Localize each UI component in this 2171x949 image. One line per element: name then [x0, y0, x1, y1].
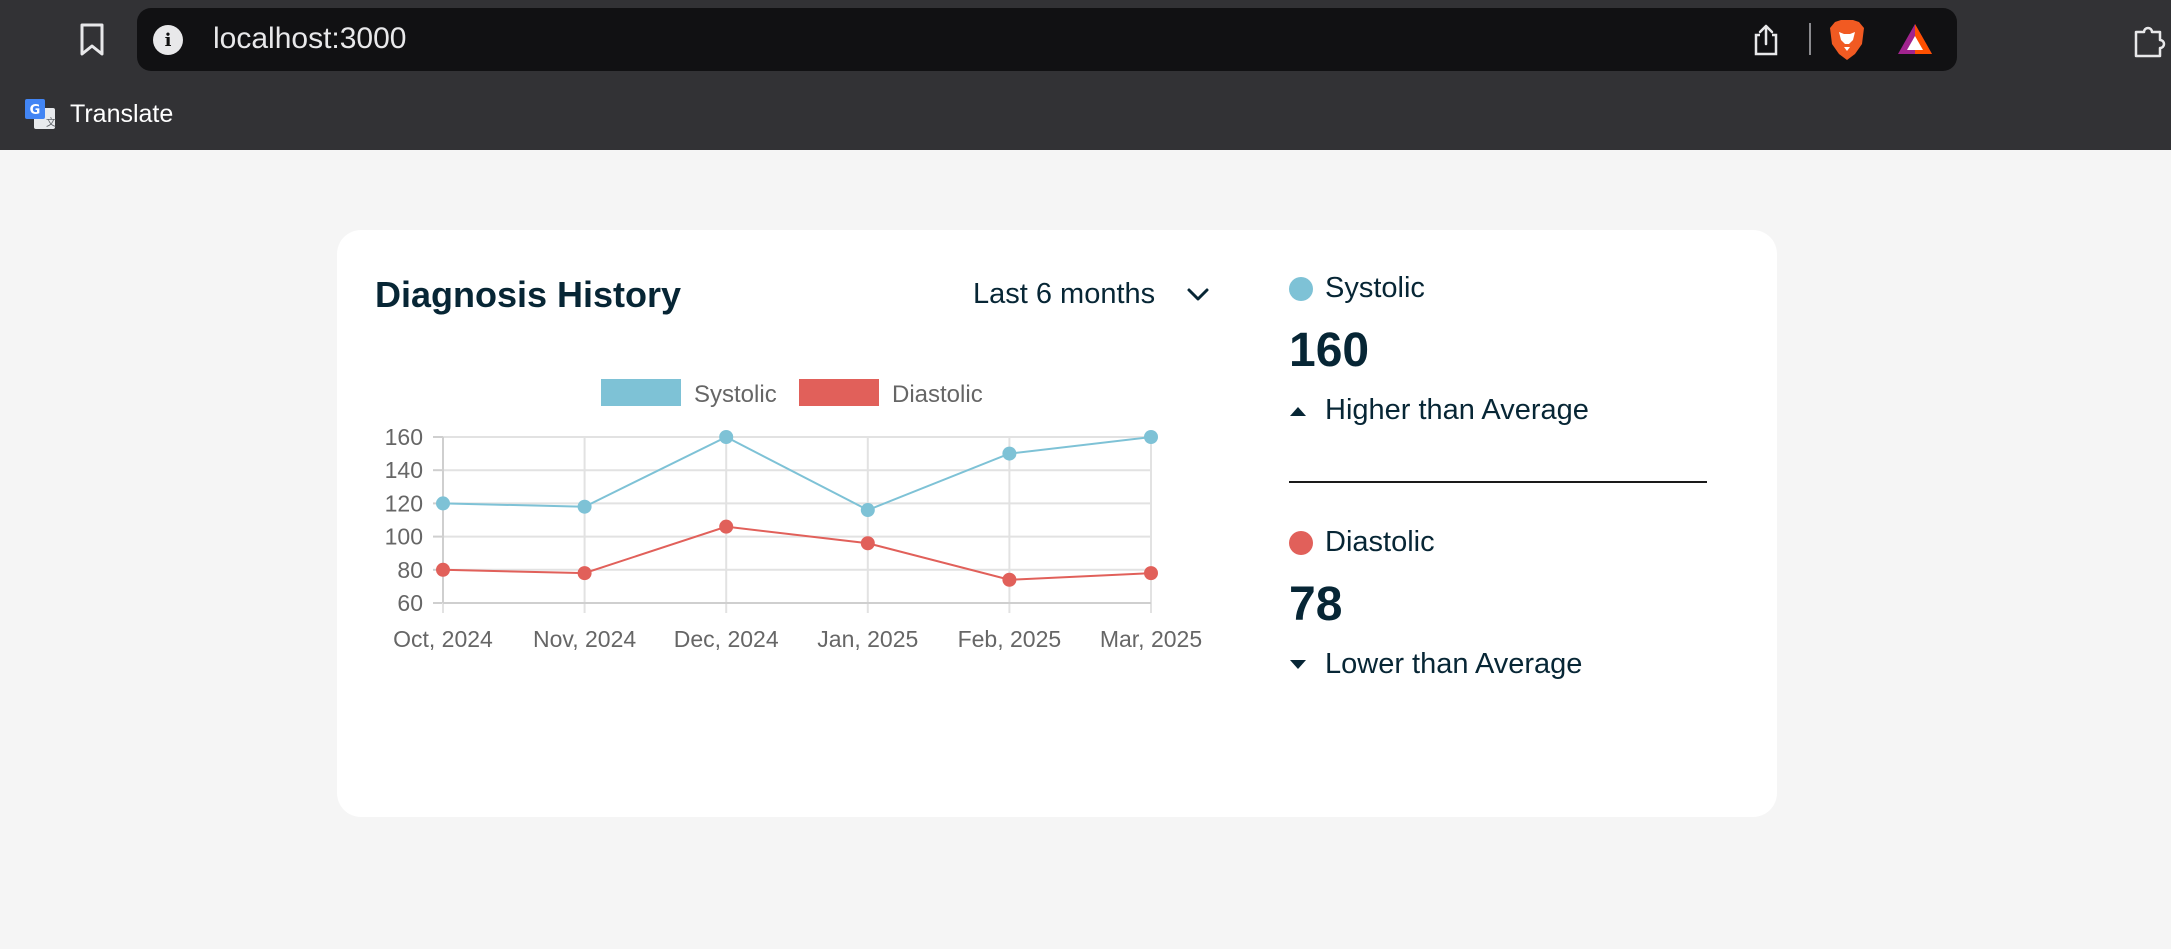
site-info-icon[interactable]: i	[153, 25, 183, 55]
brave-rewards-icon[interactable]	[1895, 20, 1935, 60]
extensions-icon[interactable]	[2130, 20, 2170, 60]
bookmark-label: Translate	[70, 99, 174, 128]
data-point-systolic	[1002, 446, 1017, 461]
time-range-select[interactable]: Last 6 months	[973, 278, 1211, 311]
share-icon[interactable]	[1749, 23, 1783, 57]
data-point-diastolic	[1002, 572, 1017, 587]
svg-text:文: 文	[46, 116, 56, 129]
systolic-dot	[1289, 276, 1313, 301]
data-point-diastolic	[577, 566, 592, 581]
x-tick-label: Nov, 2024	[533, 626, 636, 652]
x-tick-label: Dec, 2024	[674, 626, 779, 652]
systolic-label: Systolic	[1325, 272, 1425, 304]
y-tick-label: 80	[397, 557, 423, 583]
systolic-value: 160	[1289, 324, 1370, 377]
series-line-diastolic	[442, 525, 1152, 581]
url-text[interactable]: localhost:3000	[213, 22, 407, 55]
address-bar[interactable]: i localhost:3000	[137, 8, 1957, 71]
y-tick-label: 160	[385, 424, 423, 450]
bookmark-icon[interactable]	[72, 20, 112, 60]
diastolic-trend: Lower than Average	[1325, 648, 1583, 680]
data-point-systolic	[860, 503, 875, 518]
diastolic-label: Diastolic	[1325, 526, 1435, 558]
arrow-up-icon	[1290, 406, 1306, 416]
svg-text:G: G	[30, 103, 41, 118]
data-point-diastolic	[1144, 566, 1158, 581]
chevron-down-icon	[1187, 288, 1209, 300]
data-point-systolic	[1144, 430, 1158, 444]
series-line-systolic	[442, 435, 1152, 512]
card-title: Diagnosis History	[375, 274, 682, 315]
blood-pressure-chart: 60 80 100 120 140 160 Oct, 2024 Nov, 2024 Dec, 2…	[385, 379, 1202, 652]
diastolic-dot	[1289, 530, 1313, 555]
legend-label: Diastolic	[892, 381, 983, 408]
stat-divider	[1289, 481, 1707, 483]
x-tick-label: Feb, 2025	[958, 626, 1062, 652]
diagnosis-history-card: Diagnosis History Last 6 months 60 80 100 1…	[337, 230, 1777, 817]
legend-label: Systolic	[694, 381, 777, 408]
data-point-systolic	[719, 430, 734, 444]
y-tick-label: 140	[385, 457, 423, 483]
y-tick-label: 60	[397, 590, 423, 616]
time-range-label: Last 6 months	[973, 278, 1156, 310]
diastolic-stat: Diastolic 78 Lower than Average	[1289, 526, 1709, 681]
y-tick-label: 100	[385, 524, 423, 550]
legend-swatch	[601, 379, 681, 406]
data-point-systolic	[577, 499, 592, 514]
systolic-stat: Systolic 160 Higher than Average	[1289, 272, 1709, 427]
x-tick-label: Jan, 2025	[817, 626, 918, 652]
x-tick-label: Mar, 2025	[1100, 626, 1202, 652]
arrow-down-icon	[1290, 659, 1306, 669]
url-separator	[1809, 23, 1811, 55]
x-tick-label: Oct, 2024	[393, 626, 493, 652]
data-point-systolic	[436, 496, 450, 511]
data-point-diastolic	[436, 562, 450, 577]
systolic-trend: Higher than Average	[1325, 394, 1589, 426]
data-point-diastolic	[719, 519, 734, 534]
diastolic-value: 78	[1289, 578, 1343, 631]
brave-shields-icon[interactable]	[1827, 18, 1867, 62]
y-tick-label: 120	[385, 490, 423, 516]
data-point-diastolic	[860, 536, 875, 551]
legend-swatch	[799, 379, 879, 406]
